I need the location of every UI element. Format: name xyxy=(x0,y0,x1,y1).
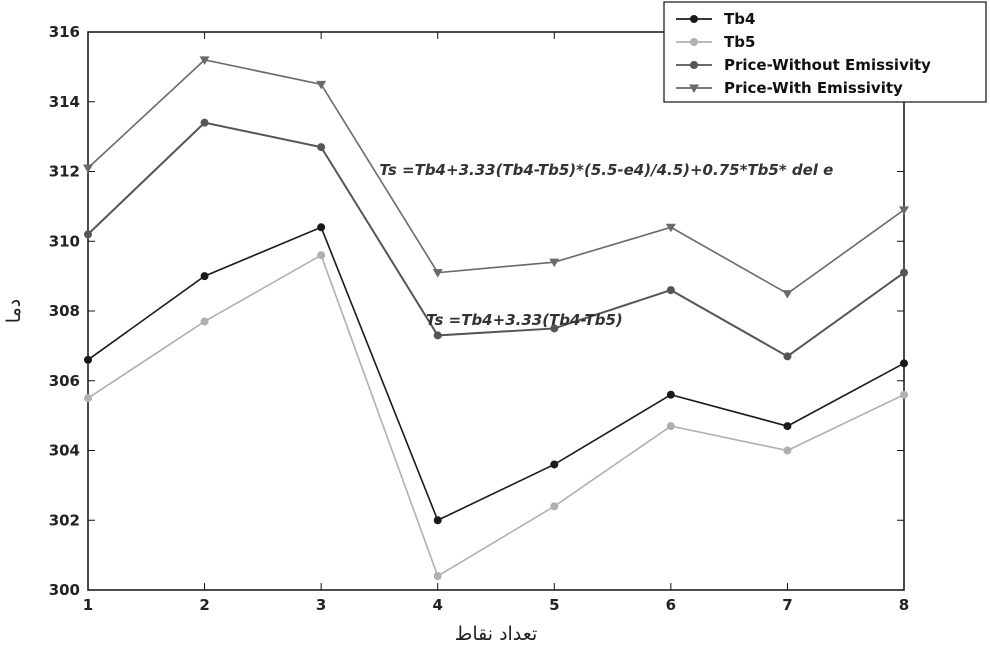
data-point xyxy=(550,324,559,333)
x-tick-label: 8 xyxy=(899,596,909,614)
data-point xyxy=(84,230,92,239)
legend-item: Tb5 xyxy=(676,33,755,51)
y-tick-label: 310 xyxy=(49,232,80,250)
x-tick-label: 7 xyxy=(782,596,792,614)
series-2 xyxy=(84,251,908,581)
data-point xyxy=(550,502,559,511)
data-point xyxy=(900,390,908,399)
data-point xyxy=(199,56,210,65)
legend-label: Tb4 xyxy=(724,10,755,28)
data-point xyxy=(782,290,793,299)
data-point xyxy=(317,251,326,260)
legend: Tb4 Tb5 Price-Without Emissivity Price-With… xyxy=(663,1,987,103)
legend-label: Price-With Emissivity xyxy=(724,79,903,97)
legend-marker xyxy=(690,38,698,46)
legend-box xyxy=(663,1,987,103)
y-tick-label: 312 xyxy=(49,163,80,181)
data-point xyxy=(549,258,560,268)
data-point xyxy=(900,359,908,368)
data-point xyxy=(665,223,676,233)
y-axis-title: دما xyxy=(3,299,25,323)
data-point xyxy=(84,394,92,403)
y-tick-label: 306 xyxy=(49,372,80,390)
series-layer xyxy=(83,56,909,581)
data-point xyxy=(783,446,792,455)
x-tick-label: 3 xyxy=(316,596,326,614)
x-tick-label: 6 xyxy=(666,596,676,614)
data-point xyxy=(666,422,675,431)
x-axis-title: تعداد نقاط xyxy=(455,623,537,645)
y-axis-ticks: 300 302 304 306 308 310 312 314 316 xyxy=(49,23,904,599)
data-point xyxy=(83,164,93,174)
series-line xyxy=(87,254,905,578)
legend-marker xyxy=(690,15,698,23)
data-point xyxy=(317,143,326,152)
data-point xyxy=(666,286,675,295)
y-tick-label: 304 xyxy=(49,442,80,460)
data-point xyxy=(783,352,792,361)
y-tick-label: 308 xyxy=(49,302,80,320)
x-axis-ticks: 1 2 3 4 5 6 7 8 xyxy=(83,32,909,614)
data-point xyxy=(899,206,909,215)
data-point xyxy=(200,118,209,127)
formula-annotation: Ts =Tb4+3.33(Tb4-Tb5) xyxy=(426,311,623,329)
data-point xyxy=(316,80,327,90)
data-point xyxy=(200,272,209,281)
data-point xyxy=(200,317,209,326)
x-tick-label: 4 xyxy=(432,596,442,614)
data-point xyxy=(317,223,326,232)
series-4 xyxy=(83,56,909,299)
legend-item: Price-With Emissivity xyxy=(676,79,903,97)
annotation-layer: Ts =Tb4+3.33(Tb4-Tb5)*(5.5-e4)/4.5)+0.75… xyxy=(379,161,833,329)
legend-item: Price-Without Emissivity xyxy=(676,56,931,74)
legend-marker xyxy=(690,61,698,69)
data-point xyxy=(433,572,442,581)
series-line xyxy=(87,226,905,522)
formula-annotation: Ts =Tb4+3.33(Tb4-Tb5)*(5.5-e4)/4.5)+0.75… xyxy=(379,161,833,179)
y-tick-label: 300 xyxy=(49,581,80,599)
legend-item: Tb4 xyxy=(676,10,755,28)
data-point xyxy=(550,460,559,469)
data-point xyxy=(433,331,442,340)
series-line xyxy=(87,59,905,295)
series-3 xyxy=(84,118,908,361)
y-tick-label: 316 xyxy=(49,23,80,41)
series-1 xyxy=(84,223,908,525)
x-tick-label: 1 xyxy=(83,596,93,614)
legend-marker xyxy=(689,84,699,93)
data-point xyxy=(432,269,443,278)
x-tick-label: 2 xyxy=(199,596,209,614)
data-point xyxy=(900,268,908,277)
data-point xyxy=(783,422,792,431)
data-point xyxy=(84,355,92,364)
data-point xyxy=(666,390,675,399)
y-tick-label: 314 xyxy=(49,93,80,111)
legend-label: Tb5 xyxy=(724,33,755,51)
x-tick-label: 5 xyxy=(549,596,559,614)
legend-label: Price-Without Emissivity xyxy=(724,56,931,74)
series-line xyxy=(87,121,905,358)
data-point xyxy=(433,516,442,525)
y-tick-label: 302 xyxy=(49,511,80,529)
